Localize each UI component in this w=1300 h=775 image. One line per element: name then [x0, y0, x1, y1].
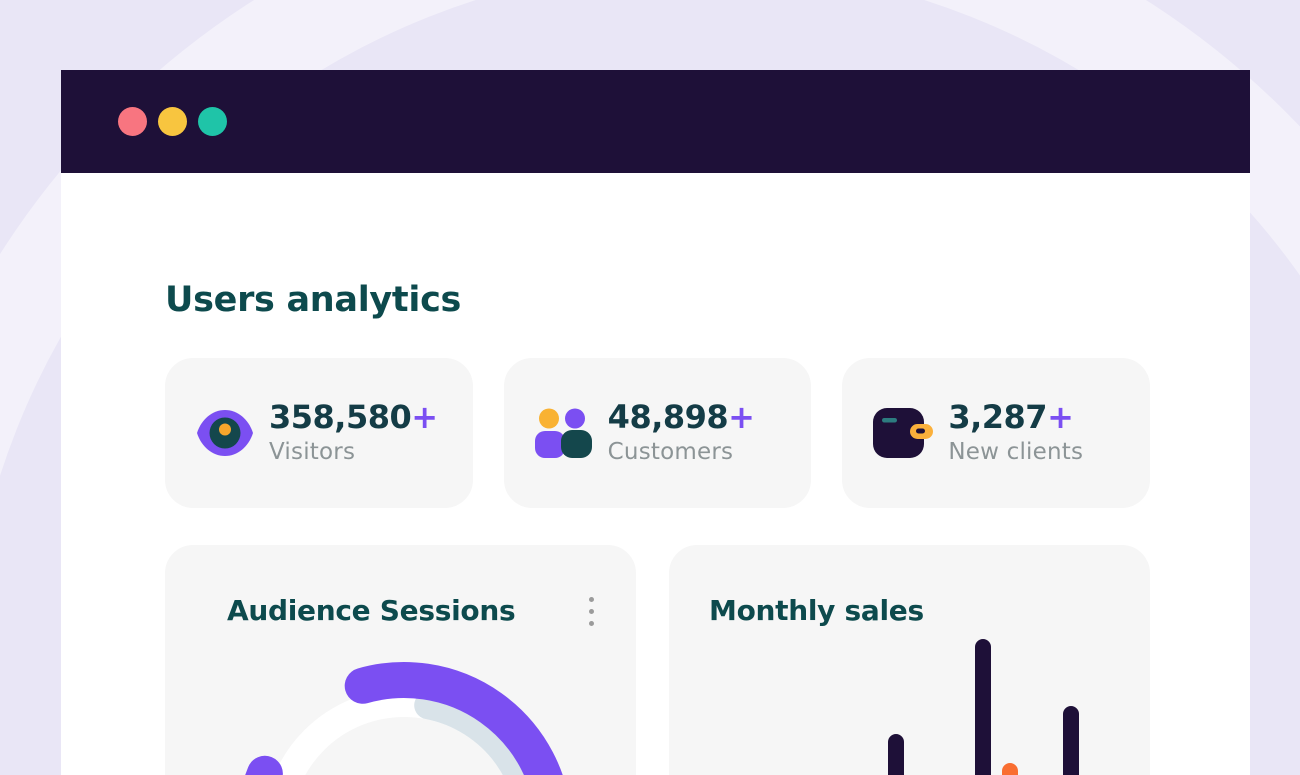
donut-arc-secondary: [414, 691, 534, 775]
stat-value-visitors: 358,580+: [269, 398, 438, 437]
window-control-expand-button[interactable]: [198, 107, 227, 136]
plus-sign: +: [411, 398, 438, 437]
stat-text: 358,580+ Visitors: [269, 398, 438, 465]
stat-value-new-clients: 3,287+: [948, 398, 1074, 437]
stat-text: 3,287+ New clients: [948, 398, 1084, 465]
stat-value-customers: 48,898+: [607, 398, 755, 437]
audience-sessions-title: Audience Sessions: [227, 594, 516, 627]
stat-label-customers: Customers: [607, 438, 734, 465]
audience-sessions-card: Audience Sessions: [165, 545, 636, 775]
plus-sign: +: [728, 398, 755, 437]
plus-sign: +: [1047, 398, 1074, 437]
sales-bar-4: [1063, 706, 1079, 775]
audience-sessions-donut-chart: [245, 662, 563, 775]
monthly-sales-bar-chart: [888, 639, 1079, 775]
eye-icon: [196, 407, 254, 459]
charts-row: Audience Sessions Monthly sales: [165, 545, 1150, 775]
browser-window: Users analytics 358,580+ Visitors: [61, 70, 1250, 775]
window-control-close-button[interactable]: [118, 107, 147, 136]
window-control-minimize-button[interactable]: [158, 107, 187, 136]
monthly-sales-title: Monthly sales: [709, 594, 924, 627]
window-titlebar: [61, 70, 1250, 173]
stats-row: 358,580+ Visitors 48,898+ Customers: [165, 358, 1151, 508]
stat-label-new-clients: New clients: [948, 438, 1084, 465]
stat-card-customers: 48,898+ Customers: [503, 358, 812, 508]
stat-card-visitors: 358,580+ Visitors: [165, 358, 473, 508]
kebab-menu-icon[interactable]: [585, 593, 598, 630]
people-icon: [534, 408, 593, 458]
donut-arc-track: [274, 689, 534, 775]
wallet-icon: [873, 407, 934, 459]
sales-bar-1: [888, 734, 904, 775]
donut-arc-primary: [245, 662, 563, 775]
sales-bar-3: [1002, 763, 1018, 775]
monthly-sales-card: Monthly sales: [669, 545, 1150, 775]
stat-text: 48,898+ Customers: [607, 398, 755, 465]
page-title: Users analytics: [165, 280, 462, 320]
sales-bar-2: [975, 639, 991, 775]
dashboard-content: Users analytics 358,580+ Visitors: [61, 279, 1250, 775]
stat-card-new-clients: 3,287+ New clients: [842, 358, 1151, 508]
stat-label-visitors: Visitors: [269, 438, 356, 465]
